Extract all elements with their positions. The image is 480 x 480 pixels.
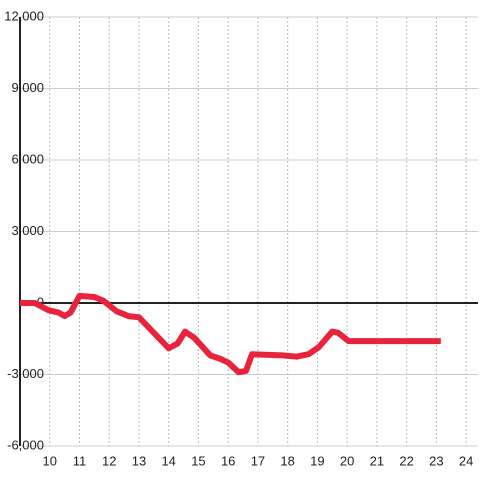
x-tick-label: 14 [161,453,175,468]
x-tick-label: 20 [340,453,354,468]
y-tick-label: 0 [37,294,44,309]
x-tick-label: 16 [221,453,235,468]
x-tick-label: 17 [251,453,265,468]
x-tick-label: 12 [102,453,116,468]
x-tick-label: 11 [73,453,87,468]
x-tick-label: 22 [399,453,413,468]
x-tick-label: 19 [310,453,324,468]
x-tick-label: 21 [370,453,384,468]
data-line [20,292,441,376]
x-tick-label: 13 [132,453,146,468]
x-tick-label: 24 [459,453,473,468]
y-tick-label: 6,000 [11,151,44,166]
x-tick-label: 15 [191,453,205,468]
x-tick-label: 18 [280,453,294,468]
y-tick-label: -3,000 [7,366,44,381]
y-tick-label: -6,000 [7,437,44,452]
y-tick-label: 12,000 [4,8,44,23]
x-tick-label: 23 [429,453,443,468]
x-tick-label: 10 [43,453,57,468]
y-tick-label: 9,000 [11,80,44,95]
y-tick-label: 3,000 [11,223,44,238]
